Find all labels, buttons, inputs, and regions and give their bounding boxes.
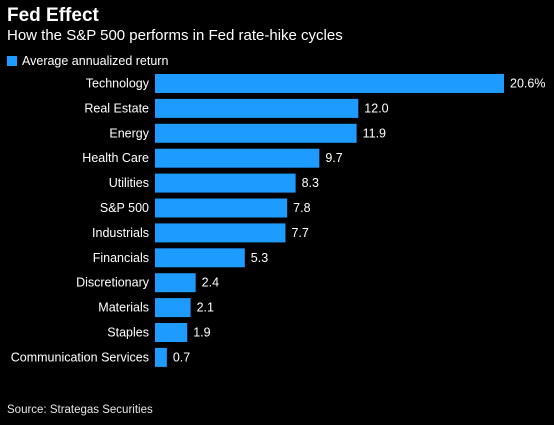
- category-label-communication-services: Communication Services: [11, 350, 149, 364]
- bar-materials: [155, 298, 191, 318]
- category-label-health-care: Health Care: [82, 151, 149, 165]
- category-label-sandp-500: S&P 500: [100, 201, 149, 215]
- value-label-energy: 11.9: [363, 126, 386, 140]
- bar-energy: [155, 123, 357, 143]
- value-label-communication-services: 0.7: [173, 350, 190, 364]
- category-label-technology: Technology: [86, 77, 150, 91]
- value-label-staples: 1.9: [193, 326, 210, 340]
- bar-real-estate: [155, 98, 359, 118]
- bar-financials: [155, 248, 245, 268]
- value-label-industrials: 7.7: [291, 226, 308, 240]
- value-label-materials: 2.1: [197, 301, 214, 315]
- category-label-real-estate: Real Estate: [84, 101, 149, 115]
- category-label-discretionary: Discretionary: [76, 276, 150, 290]
- value-label-discretionary: 2.4: [202, 276, 219, 290]
- value-label-utilities: 8.3: [302, 176, 319, 190]
- bar-sandp-500: [155, 198, 288, 218]
- bar-communication-services: [155, 347, 167, 367]
- category-label-utilities: Utilities: [109, 176, 149, 190]
- category-label-staples: Staples: [107, 326, 149, 340]
- legend: Average annualized return: [7, 53, 168, 69]
- value-label-technology: 20.6%: [510, 77, 545, 91]
- source-note: Source: Strategas Securities: [7, 404, 153, 416]
- category-label-industrials: Industrials: [92, 226, 149, 240]
- legend-swatch: [7, 56, 17, 66]
- value-label-sandp-500: 7.8: [293, 201, 310, 215]
- legend-label: Average annualized return: [22, 54, 169, 68]
- category-label-energy: Energy: [109, 126, 149, 140]
- bar-health-care: [155, 148, 320, 168]
- bar-technology: [155, 74, 504, 93]
- value-label-health-care: 9.7: [325, 151, 342, 165]
- bar-staples: [155, 323, 188, 342]
- value-label-real-estate: 12.0: [364, 101, 388, 115]
- chart-title: Fed Effect: [7, 5, 99, 26]
- bar-industrials: [155, 223, 286, 243]
- bar-utilities: [155, 173, 296, 193]
- value-label-financials: 5.3: [251, 251, 268, 265]
- chart-subtitle: How the S&P 500 performs in Fed rate-hik…: [7, 27, 343, 44]
- category-label-financials: Financials: [93, 251, 149, 265]
- category-label-materials: Materials: [98, 301, 149, 315]
- bar-discretionary: [155, 273, 196, 293]
